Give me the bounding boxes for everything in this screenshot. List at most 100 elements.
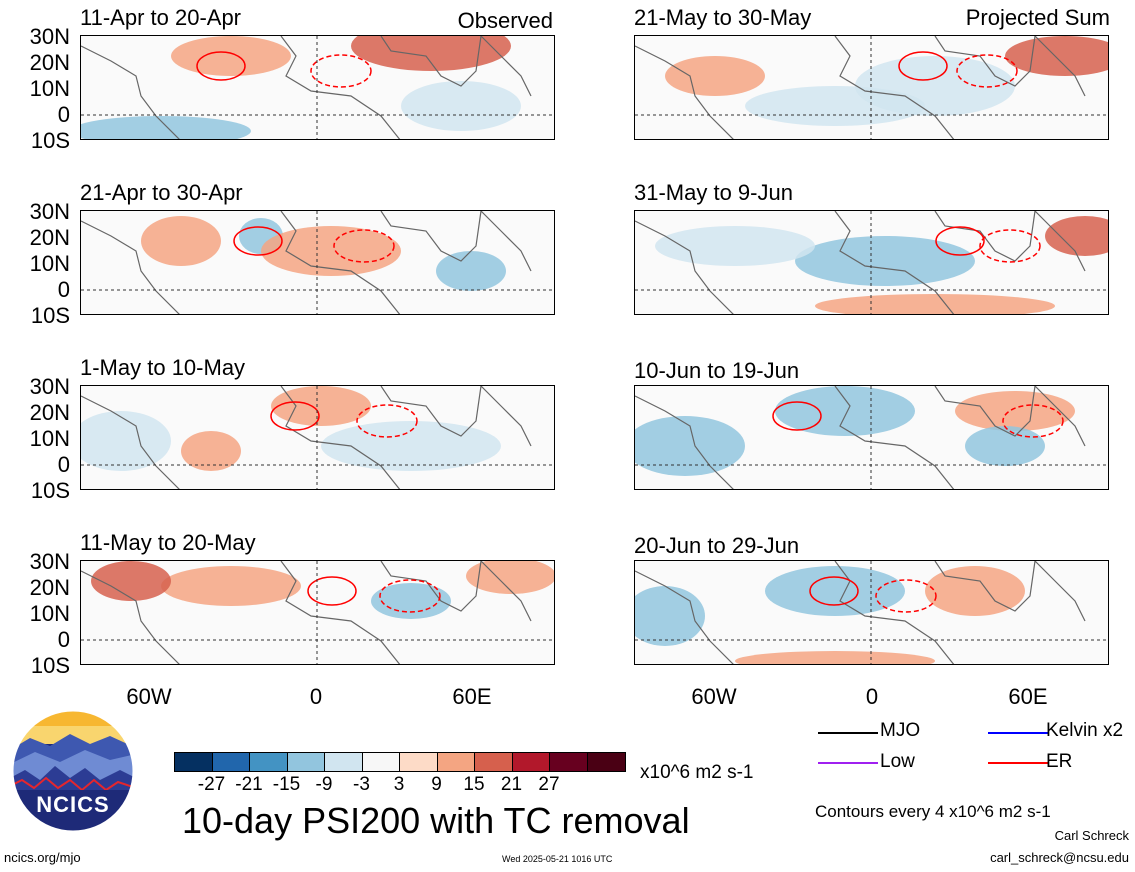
coastline-americas <box>81 395 180 489</box>
colorbar-units: x10^6 m2 s-1 <box>640 762 754 783</box>
legend-line-mjo <box>818 732 878 734</box>
colorbar-tick: -3 <box>353 774 370 795</box>
map-left-4 <box>80 560 555 665</box>
lat-label: 0 <box>57 102 70 127</box>
lat-label: 10S <box>30 128 70 153</box>
anomaly-shading <box>161 566 301 606</box>
colorbar-tick: -27 <box>197 774 226 795</box>
lat-label: 0 <box>57 277 70 302</box>
anomaly-shading <box>665 56 765 96</box>
map-right-1 <box>634 35 1109 140</box>
anomaly-shading <box>371 583 451 619</box>
contour-line <box>935 226 985 256</box>
anomaly-shading <box>775 386 915 436</box>
ncics-logo: NCICS <box>10 708 136 834</box>
colorbar-swatch <box>550 753 588 771</box>
lon-label: 0 <box>309 684 323 709</box>
footer-url: ncics.org/mjo <box>4 850 81 865</box>
panel-title: 21-Apr to 30-Apr <box>80 180 243 205</box>
anomaly-shading <box>91 561 171 601</box>
lon-label: 60W <box>126 684 172 709</box>
lon-label: 0 <box>865 684 879 709</box>
coastline <box>280 36 532 139</box>
panel-title: 20-Jun to 29-Jun <box>634 533 800 558</box>
lat-label: 10S <box>30 653 70 678</box>
lat-label: 20N <box>29 400 70 425</box>
coastline-americas <box>635 395 734 489</box>
colorbar <box>174 752 626 772</box>
anomaly-shading <box>745 86 925 126</box>
map-svg <box>81 386 554 489</box>
logo-text: NCICS <box>36 792 110 817</box>
coastline-americas <box>635 220 734 314</box>
legend-label-low: Low <box>880 751 915 772</box>
lat-label: 10N <box>29 251 70 276</box>
anomaly-shading <box>795 236 975 286</box>
lat-label: 30N <box>29 199 70 224</box>
coastline <box>834 36 1086 139</box>
contour-line <box>270 401 320 431</box>
contour-line-dashed <box>979 229 1041 263</box>
anomaly-shading <box>765 566 905 616</box>
anomaly-shading <box>81 116 251 139</box>
lat-label: 30N <box>29 549 70 574</box>
lat-label: 10N <box>29 426 70 451</box>
lat-label: 30N <box>29 24 70 49</box>
colorbar-tick: 15 <box>463 774 485 795</box>
main-title: 10-day PSI200 with TC removal <box>182 800 690 841</box>
anomaly-shading <box>955 391 1075 431</box>
anomaly-shading <box>466 561 554 594</box>
lat-label: 10S <box>30 478 70 503</box>
map-left-3 <box>80 385 555 490</box>
map-right-2 <box>634 210 1109 315</box>
contour-line <box>809 576 859 606</box>
panel-label-observed: Observed <box>457 8 553 33</box>
lon-label: 60E <box>452 684 492 709</box>
map-right-3 <box>634 385 1109 490</box>
colorbar-tick: 27 <box>538 774 560 795</box>
coastline-americas <box>635 45 734 139</box>
coastline-americas <box>81 220 180 314</box>
anomaly-shading <box>635 586 705 646</box>
map-svg <box>635 386 1108 489</box>
panel-title: 1-May to 10-May <box>80 355 246 380</box>
logo-graphic <box>12 710 134 832</box>
anomaly-shading <box>655 226 815 266</box>
panel-title: 21-May to 30-May <box>634 5 812 30</box>
contours-note: Contours every 4 x10^6 m2 s-1 <box>815 802 1051 821</box>
map-svg <box>81 36 554 139</box>
coastline <box>280 211 532 314</box>
coastline <box>834 386 1086 489</box>
contour-line <box>898 51 948 81</box>
colorbar-swatch <box>287 753 325 771</box>
footer-author: Carl Schreck <box>1054 828 1129 843</box>
coastline <box>834 211 1086 314</box>
map-left-1 <box>80 35 555 140</box>
anomaly-shading <box>815 294 1055 314</box>
map-svg <box>81 211 554 314</box>
colorbar-tick: -9 <box>315 774 333 795</box>
panel-title: 11-Apr to 20-Apr <box>80 5 242 30</box>
colorbar-swatch <box>587 753 625 771</box>
lat-label: 0 <box>57 627 70 652</box>
panel-title: 10-Jun to 19-Jun <box>634 358 800 383</box>
colorbar-swatch <box>250 753 288 771</box>
colorbar-tick: 9 <box>431 774 442 795</box>
colorbar-swatch <box>325 753 363 771</box>
anomaly-shading <box>181 431 241 471</box>
map-svg <box>635 36 1108 139</box>
contour-line <box>772 401 822 431</box>
lon-label: 60W <box>691 684 737 709</box>
colorbar-swatch <box>512 753 550 771</box>
anomaly-shading <box>271 386 371 426</box>
contour-line-dashed <box>1002 404 1064 438</box>
colorbar-swatch <box>175 753 213 771</box>
lat-label: 10S <box>30 303 70 328</box>
anomaly-shading <box>171 36 291 76</box>
footer-timestamp: Wed 2025-05-21 1016 UTC <box>502 854 613 864</box>
coastline-americas <box>81 45 180 139</box>
lat-label: 30N <box>29 374 70 399</box>
anomaly-shading <box>351 36 511 71</box>
footer-email: carl_schreck@ncsu.edu <box>990 850 1129 865</box>
anomaly-shading <box>635 416 745 476</box>
